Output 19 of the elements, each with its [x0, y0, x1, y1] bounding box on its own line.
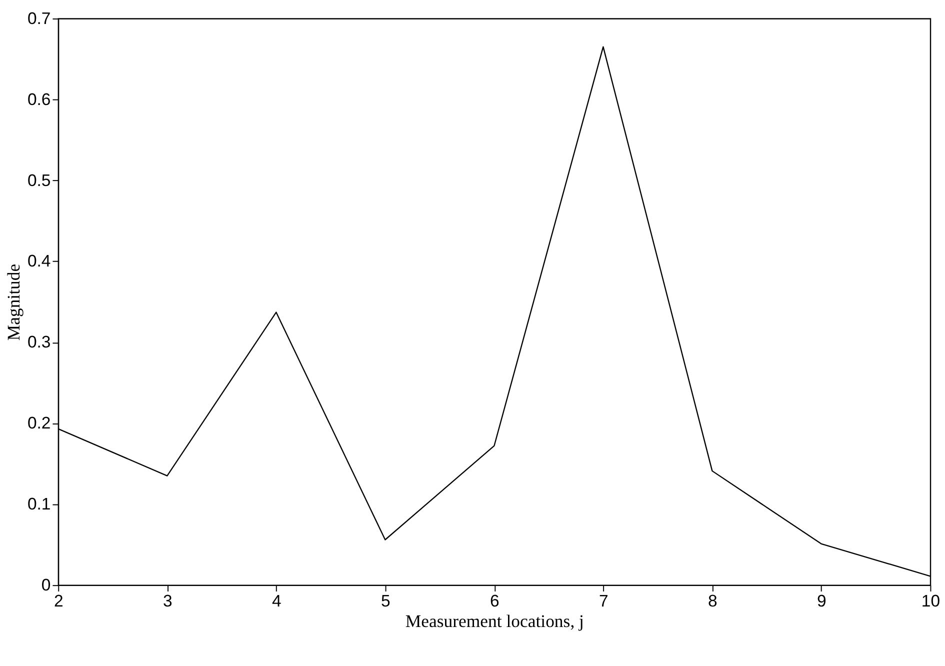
- y-tick-label: 0.1: [27, 494, 51, 514]
- x-tick-label: 3: [162, 591, 172, 610]
- y-tick-label: 0.2: [27, 414, 51, 433]
- x-tick-label: 6: [490, 591, 500, 610]
- x-tick-label: 4: [272, 591, 282, 610]
- x-tick-label: 9: [817, 591, 826, 610]
- y-tick-label: 0: [41, 575, 51, 594]
- x-tick-label: 5: [380, 591, 390, 610]
- y-tick-label: 0.3: [27, 332, 51, 352]
- y-tick-label: 0.7: [27, 8, 51, 28]
- y-tick-label: 0.4: [27, 252, 51, 271]
- y-tick-label: 0.5: [27, 170, 51, 190]
- y-axis-title: Magnitude: [4, 264, 24, 341]
- x-tick-label: 10: [921, 591, 940, 610]
- y-tick-label: 0.6: [27, 90, 51, 109]
- x-tick-label: 7: [599, 591, 608, 610]
- x-tick-label: 2: [54, 591, 64, 610]
- x-tick-label: 8: [708, 591, 718, 610]
- x-axis-title: Measurement locations, j: [405, 610, 584, 631]
